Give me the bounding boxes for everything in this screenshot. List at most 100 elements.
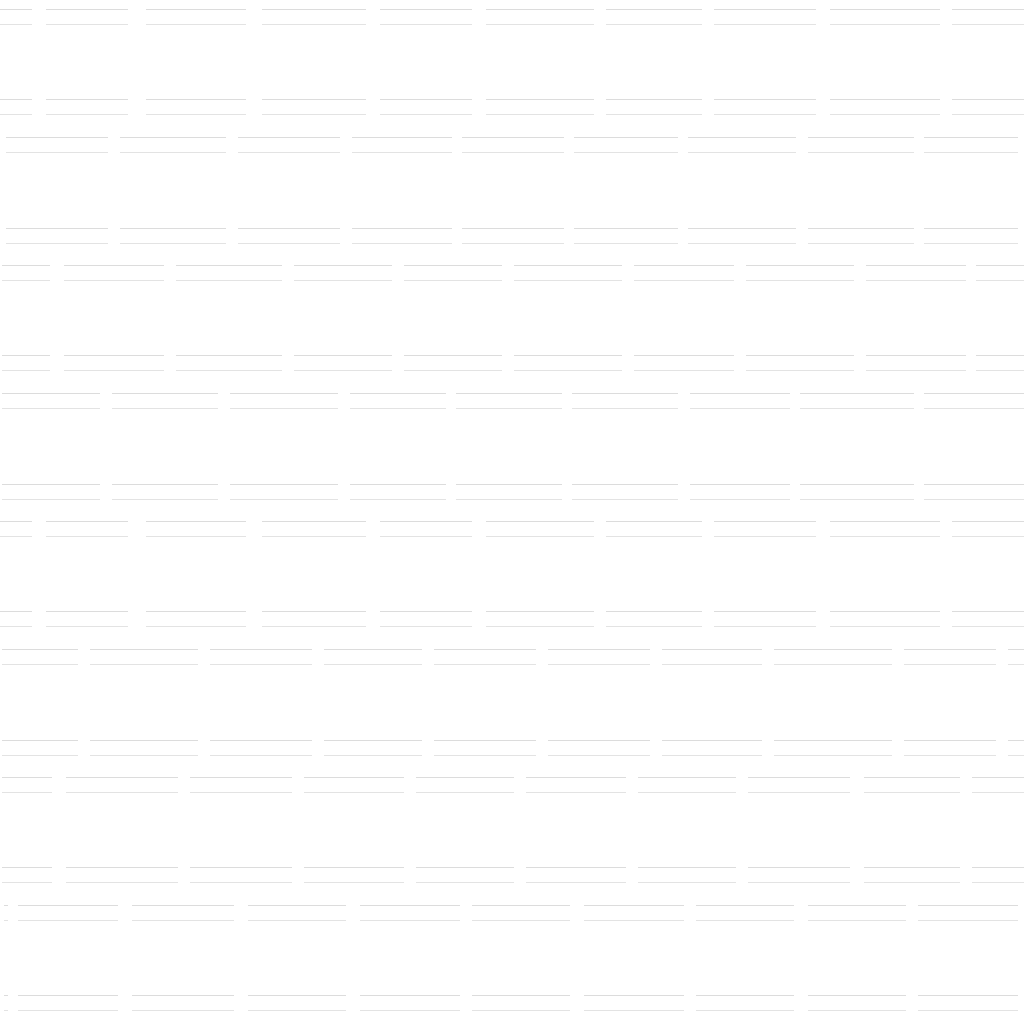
dash-segment xyxy=(748,792,850,793)
dash-segment xyxy=(808,1010,906,1011)
dash-segment xyxy=(548,755,650,756)
faint-dash-line-pair xyxy=(0,864,1024,884)
dash-segment xyxy=(808,152,914,153)
dash-line-bottom xyxy=(0,536,1024,537)
dash-segment xyxy=(190,792,292,793)
dash-line-top xyxy=(0,265,1024,266)
dash-segment xyxy=(210,664,312,665)
dash-line-top xyxy=(0,484,1024,485)
dash-segment xyxy=(952,521,1024,522)
dash-segment xyxy=(904,664,996,665)
dash-segment xyxy=(526,792,626,793)
dash-segment xyxy=(526,882,626,883)
dash-segment xyxy=(416,792,514,793)
dash-segment xyxy=(456,408,562,409)
dash-segment xyxy=(0,611,32,612)
dash-segment xyxy=(472,905,570,906)
dash-segment xyxy=(146,536,246,537)
dash-segment xyxy=(294,280,392,281)
dash-segment xyxy=(304,777,404,778)
dash-segment xyxy=(690,499,790,500)
dash-segment xyxy=(472,995,570,996)
dash-line-bottom xyxy=(0,114,1024,115)
dash-segment xyxy=(248,920,346,921)
faint-dash-line-pair xyxy=(0,481,1024,501)
dash-line-top xyxy=(0,521,1024,522)
dash-segment xyxy=(584,995,684,996)
dash-segment xyxy=(352,243,452,244)
dash-segment xyxy=(866,355,966,356)
dash-segment xyxy=(918,1010,1018,1011)
dash-segment xyxy=(456,499,562,500)
dash-segment xyxy=(486,521,594,522)
dash-segment xyxy=(634,370,734,371)
dash-segment xyxy=(634,265,734,266)
dash-segment xyxy=(46,536,128,537)
dash-segment xyxy=(688,137,796,138)
dash-segment xyxy=(112,484,218,485)
dash-segment xyxy=(924,152,1018,153)
dash-segment xyxy=(146,611,246,612)
dash-segment xyxy=(952,9,1024,10)
dash-segment xyxy=(380,99,472,100)
dash-segment xyxy=(46,24,128,25)
dash-segment xyxy=(2,755,78,756)
dash-segment xyxy=(262,24,366,25)
dash-segment xyxy=(404,355,502,356)
dash-segment xyxy=(606,536,702,537)
dash-segment xyxy=(572,408,678,409)
dash-segment xyxy=(112,393,218,394)
dash-segment xyxy=(2,265,50,266)
dash-segment xyxy=(18,920,118,921)
dash-segment xyxy=(238,152,340,153)
dash-segment xyxy=(120,137,226,138)
dash-segment xyxy=(972,867,1024,868)
dash-segment xyxy=(634,280,734,281)
dash-line-bottom xyxy=(0,152,1024,153)
dash-segment xyxy=(830,536,940,537)
dash-segment xyxy=(380,9,472,10)
dash-segment xyxy=(574,243,678,244)
dash-segment xyxy=(748,867,850,868)
dash-line-bottom xyxy=(0,280,1024,281)
dash-segment xyxy=(4,905,8,906)
dash-segment xyxy=(294,370,392,371)
dash-segment xyxy=(2,280,50,281)
dash-segment xyxy=(0,521,32,522)
dash-segment xyxy=(548,649,650,650)
dash-segment xyxy=(132,1010,234,1011)
dash-segment xyxy=(690,393,790,394)
dash-segment xyxy=(830,99,940,100)
dash-segment xyxy=(774,755,892,756)
dash-segment xyxy=(462,228,564,229)
dash-segment xyxy=(746,265,854,266)
dash-segment xyxy=(2,777,52,778)
dash-segment xyxy=(634,355,734,356)
faint-dash-line-pair xyxy=(0,6,1024,26)
dash-segment xyxy=(120,228,226,229)
dash-segment xyxy=(800,408,914,409)
dash-segment xyxy=(380,536,472,537)
dash-segment xyxy=(514,280,622,281)
dash-segment xyxy=(146,99,246,100)
dash-segment xyxy=(638,867,736,868)
dash-segment xyxy=(0,24,32,25)
dash-segment xyxy=(64,355,164,356)
dash-segment xyxy=(486,536,594,537)
dash-segment xyxy=(690,408,790,409)
dash-segment xyxy=(2,792,52,793)
dash-segment xyxy=(830,114,940,115)
dash-segment xyxy=(324,664,422,665)
dash-segment xyxy=(350,484,446,485)
dash-segment xyxy=(714,99,816,100)
dash-segment xyxy=(696,995,794,996)
dash-segment xyxy=(4,1010,8,1011)
dash-segment xyxy=(0,99,32,100)
dash-segment xyxy=(606,114,702,115)
dash-line-top xyxy=(0,649,1024,650)
faint-dash-line-pair xyxy=(0,96,1024,116)
dash-segment xyxy=(584,905,684,906)
dash-segment xyxy=(210,755,312,756)
dash-segment xyxy=(434,649,536,650)
dash-segment xyxy=(262,611,366,612)
